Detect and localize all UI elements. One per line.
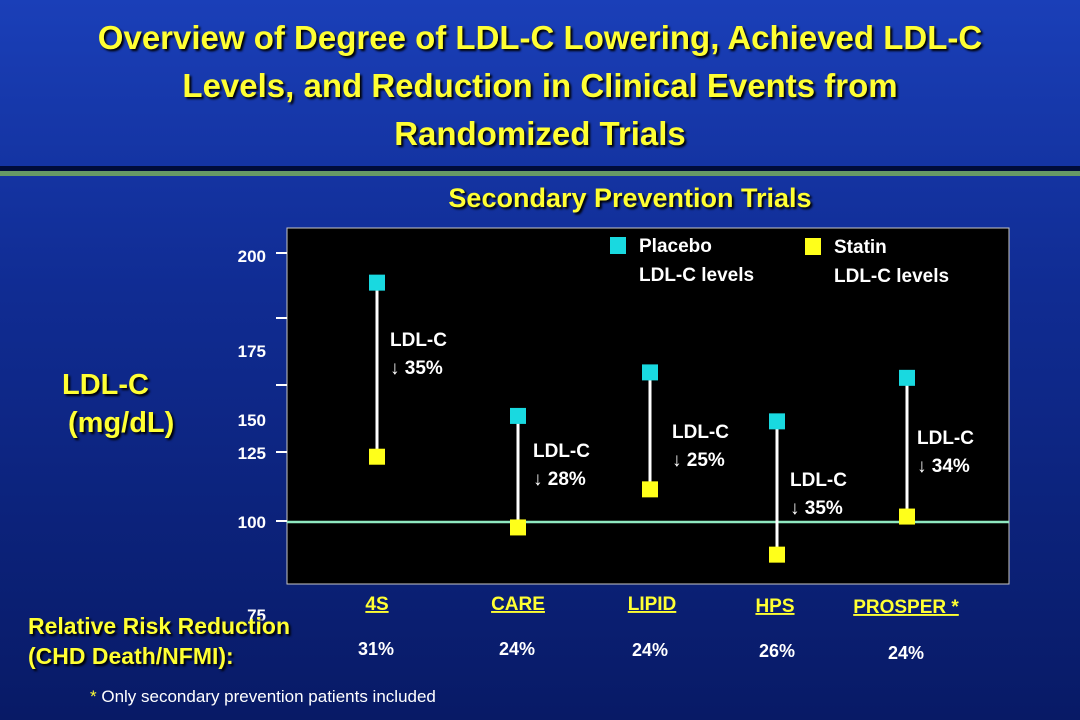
ldl-change-label: LDL-C — [390, 330, 447, 351]
ldl-change-label: ↓ 35% — [390, 358, 443, 379]
y-tick-label: 175 — [238, 342, 266, 361]
ldl-change-label: LDL-C — [917, 428, 974, 449]
trial-name: LIPID — [628, 594, 677, 615]
statin-marker — [510, 519, 526, 536]
slide-title: Overview of Degree of LDL-C Lowering, Ac… — [0, 14, 1080, 158]
chart-subtitle: Secondary Prevention Trials — [448, 183, 812, 213]
rrr-value: 31% — [358, 639, 394, 659]
rrr-value: 26% — [759, 641, 795, 661]
statin-marker — [369, 448, 385, 465]
footnote-star: * — [90, 687, 97, 706]
y-axis-label: LDL-C (mg/dL) — [62, 366, 174, 442]
rrr-value: 24% — [888, 643, 924, 663]
y-tick-label: 125 — [238, 444, 266, 463]
rrr-label-line-2: (CHD Death/NFMI): — [28, 643, 234, 669]
title-rule-green — [0, 171, 1080, 176]
title-rule-dark — [0, 166, 1080, 171]
trial-name: 4S — [365, 594, 388, 615]
legend-label-placebo: LDL-C levels — [639, 265, 754, 286]
y-tick-label: 75 — [247, 606, 266, 625]
legend-swatch-statin — [805, 238, 821, 255]
placebo-marker — [510, 407, 526, 424]
trial-name: HPS — [755, 596, 794, 617]
y-axis-label-line-1: LDL-C — [62, 369, 149, 401]
trial-name: PROSPER * — [853, 597, 959, 618]
ldl-change-label: ↓ 34% — [917, 456, 970, 477]
plot-area — [286, 227, 1010, 585]
relative-risk-reduction-label: Relative Risk Reduction (CHD Death/NFMI)… — [28, 611, 290, 671]
ldl-change-label: ↓ 28% — [533, 469, 586, 490]
ldl-change-label: LDL-C — [790, 470, 847, 491]
y-tick-label: 100 — [238, 513, 266, 532]
title-line-2: Levels, and Reduction in Clinical Events… — [182, 67, 898, 104]
placebo-marker — [769, 413, 785, 430]
y-tick-label: 200 — [238, 247, 266, 266]
rrr-value: 24% — [632, 640, 668, 660]
footnote-text: Only secondary prevention patients inclu… — [96, 687, 436, 706]
ldl-change-label: LDL-C — [672, 422, 729, 443]
footnote: * Only secondary prevention patients inc… — [90, 687, 436, 707]
statin-marker — [899, 508, 915, 525]
legend-swatch-placebo — [610, 237, 626, 254]
ldl-change-label: LDL-C — [533, 441, 590, 462]
y-axis-label-line-2: (mg/dL) — [68, 407, 175, 439]
ldl-change-label: ↓ 25% — [672, 450, 725, 471]
legend-label-statin: Statin — [834, 237, 887, 258]
placebo-marker — [642, 364, 658, 381]
ldl-change-label: ↓ 35% — [790, 498, 843, 519]
legend-label-placebo: Placebo — [639, 236, 712, 257]
title-line-1: Overview of Degree of LDL-C Lowering, Ac… — [97, 19, 983, 56]
rrr-label-line-1: Relative Risk Reduction — [28, 613, 291, 639]
statin-marker — [642, 481, 658, 498]
title-line-3: Randomized Trials — [394, 115, 686, 152]
rrr-value: 24% — [499, 639, 535, 659]
placebo-marker — [899, 369, 915, 386]
legend-label-statin: LDL-C levels — [834, 266, 949, 287]
y-tick-label: 150 — [238, 411, 266, 430]
statin-marker — [769, 546, 785, 563]
placebo-marker — [369, 274, 385, 291]
trial-name: CARE — [491, 594, 545, 615]
